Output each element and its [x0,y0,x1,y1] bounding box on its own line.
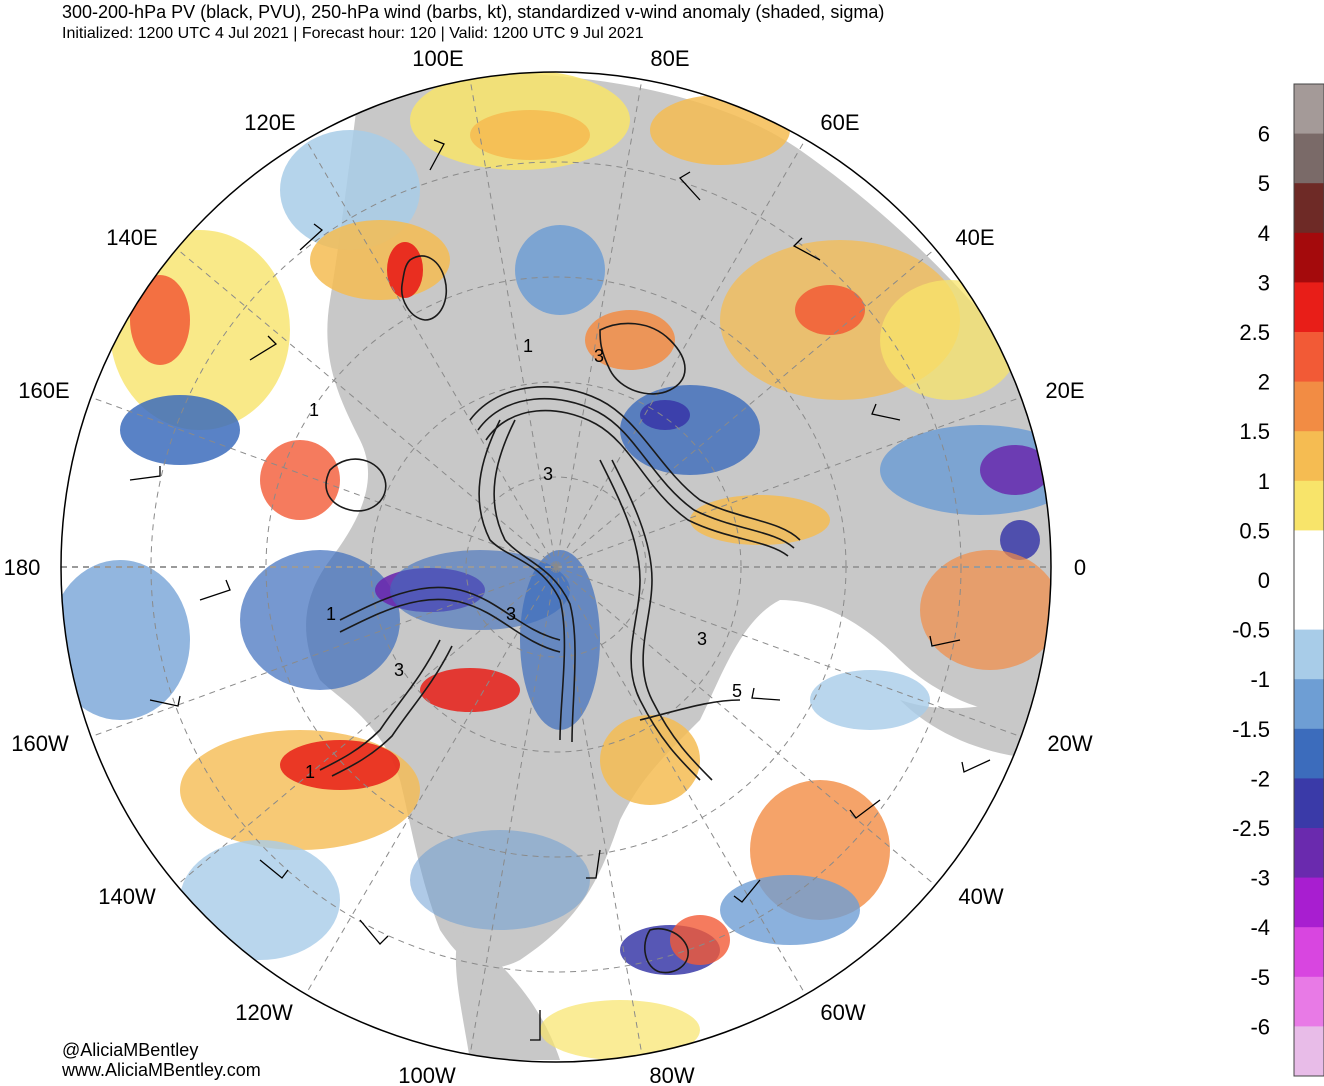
colorbar-tick-label: -2.5 [1232,816,1270,841]
colorbar-tick-label: -0.5 [1232,618,1270,643]
lon-label-80w: 80W [649,1063,694,1086]
colorbar [1293,83,1324,1077]
colorbar-tick-label: 3 [1258,270,1270,295]
lon-label-160w: 160W [11,731,69,756]
colorbar-swatch [1294,927,1324,978]
colorbar-tick-label: 5 [1258,171,1270,196]
colorbar-swatch [1294,629,1324,680]
map-title: 300-200-hPa PV (black, PVU), 250-hPa win… [62,2,885,22]
colorbar-swatch [1294,679,1324,730]
colorbar-swatch [1294,183,1324,234]
colorbar-swatch [1294,728,1324,779]
lon-label-40e: 40E [955,225,994,250]
colorbar-swatch [1294,431,1324,482]
svg-text:3: 3 [594,346,604,366]
svg-text:3: 3 [506,604,516,624]
colorbar-tick-label: -1.5 [1232,717,1270,742]
colorbar-outline [1293,83,1324,1077]
colorbar-tick-label: 0.5 [1239,518,1270,543]
svg-text:1: 1 [309,400,319,420]
lon-label-20e: 20E [1045,378,1084,403]
svg-text:3: 3 [394,660,404,680]
lon-label-180: 180 [4,555,41,580]
lon-label-140e: 140E [106,225,157,250]
colorbar-swatch [1294,1026,1324,1077]
colorbar-tick-label: -4 [1250,915,1270,940]
longitude-labels: 100E 80E 120E 60E 140E 40E 160E 20E 180 … [4,46,1093,1086]
colorbar-tick-label: -5 [1250,965,1270,990]
wind-barbs [129,139,991,1041]
svg-text:1: 1 [326,604,336,624]
colorbar-swatch [1294,133,1324,184]
lon-label-120e: 120E [244,110,295,135]
colorbar-swatch [1294,778,1324,829]
colorbar-tick-label: 1 [1258,469,1270,494]
lon-label-60e: 60E [820,110,859,135]
map-disc: 1 3 3 1 3 1 3 3 5 1 [61,72,1051,1062]
colorbar-swatch [1294,84,1324,135]
svg-text:5: 5 [732,681,742,701]
colorbar-swatch [1294,332,1324,383]
lon-label-20w: 20W [1047,731,1092,756]
colorbar-swatch [1294,282,1324,333]
colorbar-swatch [1294,580,1324,631]
map-boundary [60,71,1052,1063]
colorbar-labels: 6 5 4 3 2.5 2 1.5 1 0.5 0 -0.5 -1 -1.5 -2 -2.5 -3 -4 -5 -6 [1232,122,1270,1040]
colorbar-tick-label: 1.5 [1239,419,1270,444]
lon-label-40w: 40W [958,884,1003,909]
lon-label-140w: 140W [98,884,156,909]
svg-text:1: 1 [523,336,533,356]
pv-contours [319,255,801,974]
lon-label-0: 0 [1074,555,1086,580]
lon-label-100w: 100W [398,1063,456,1086]
colorbar-swatch [1294,828,1324,879]
colorbar-swatch [1294,877,1324,928]
svg-text:3: 3 [697,629,707,649]
colorbar-tick-label: 2.5 [1239,320,1270,345]
colorbar-tick-label: -6 [1250,1014,1270,1039]
colorbar-tick-label: -3 [1250,866,1270,891]
author-website: www.AliciaMBentley.com [62,1060,261,1080]
colorbar-swatch [1294,480,1324,531]
colorbar-tick-label: 2 [1258,370,1270,395]
map-subtitle: Initialized: 1200 UTC 4 Jul 2021 | Forec… [62,25,644,42]
author-handle: @AliciaMBentley [62,1040,199,1060]
pv-contour-labels: 1 3 3 1 3 1 3 3 5 1 [305,336,742,782]
colorbar-tick-label: 4 [1258,221,1270,246]
colorbar-swatch [1294,381,1324,432]
lon-label-120w: 120W [235,1000,293,1025]
lon-label-80e: 80E [650,46,689,71]
svg-text:3: 3 [543,464,553,484]
lon-label-160e: 160E [18,378,69,403]
graticule [61,78,1051,1056]
lon-label-100e: 100E [412,46,463,71]
colorbar-tick-label: -2 [1250,766,1270,791]
colorbar-swatch [1294,976,1324,1027]
colorbar-swatch [1294,232,1324,283]
lon-label-60w: 60W [820,1000,865,1025]
colorbar-tick-label: -1 [1250,667,1270,692]
svg-text:1: 1 [305,762,315,782]
colorbar-tick-label: 6 [1258,122,1270,147]
colorbar-swatch [1294,530,1324,581]
colorbar-tick-label: 0 [1258,568,1270,593]
